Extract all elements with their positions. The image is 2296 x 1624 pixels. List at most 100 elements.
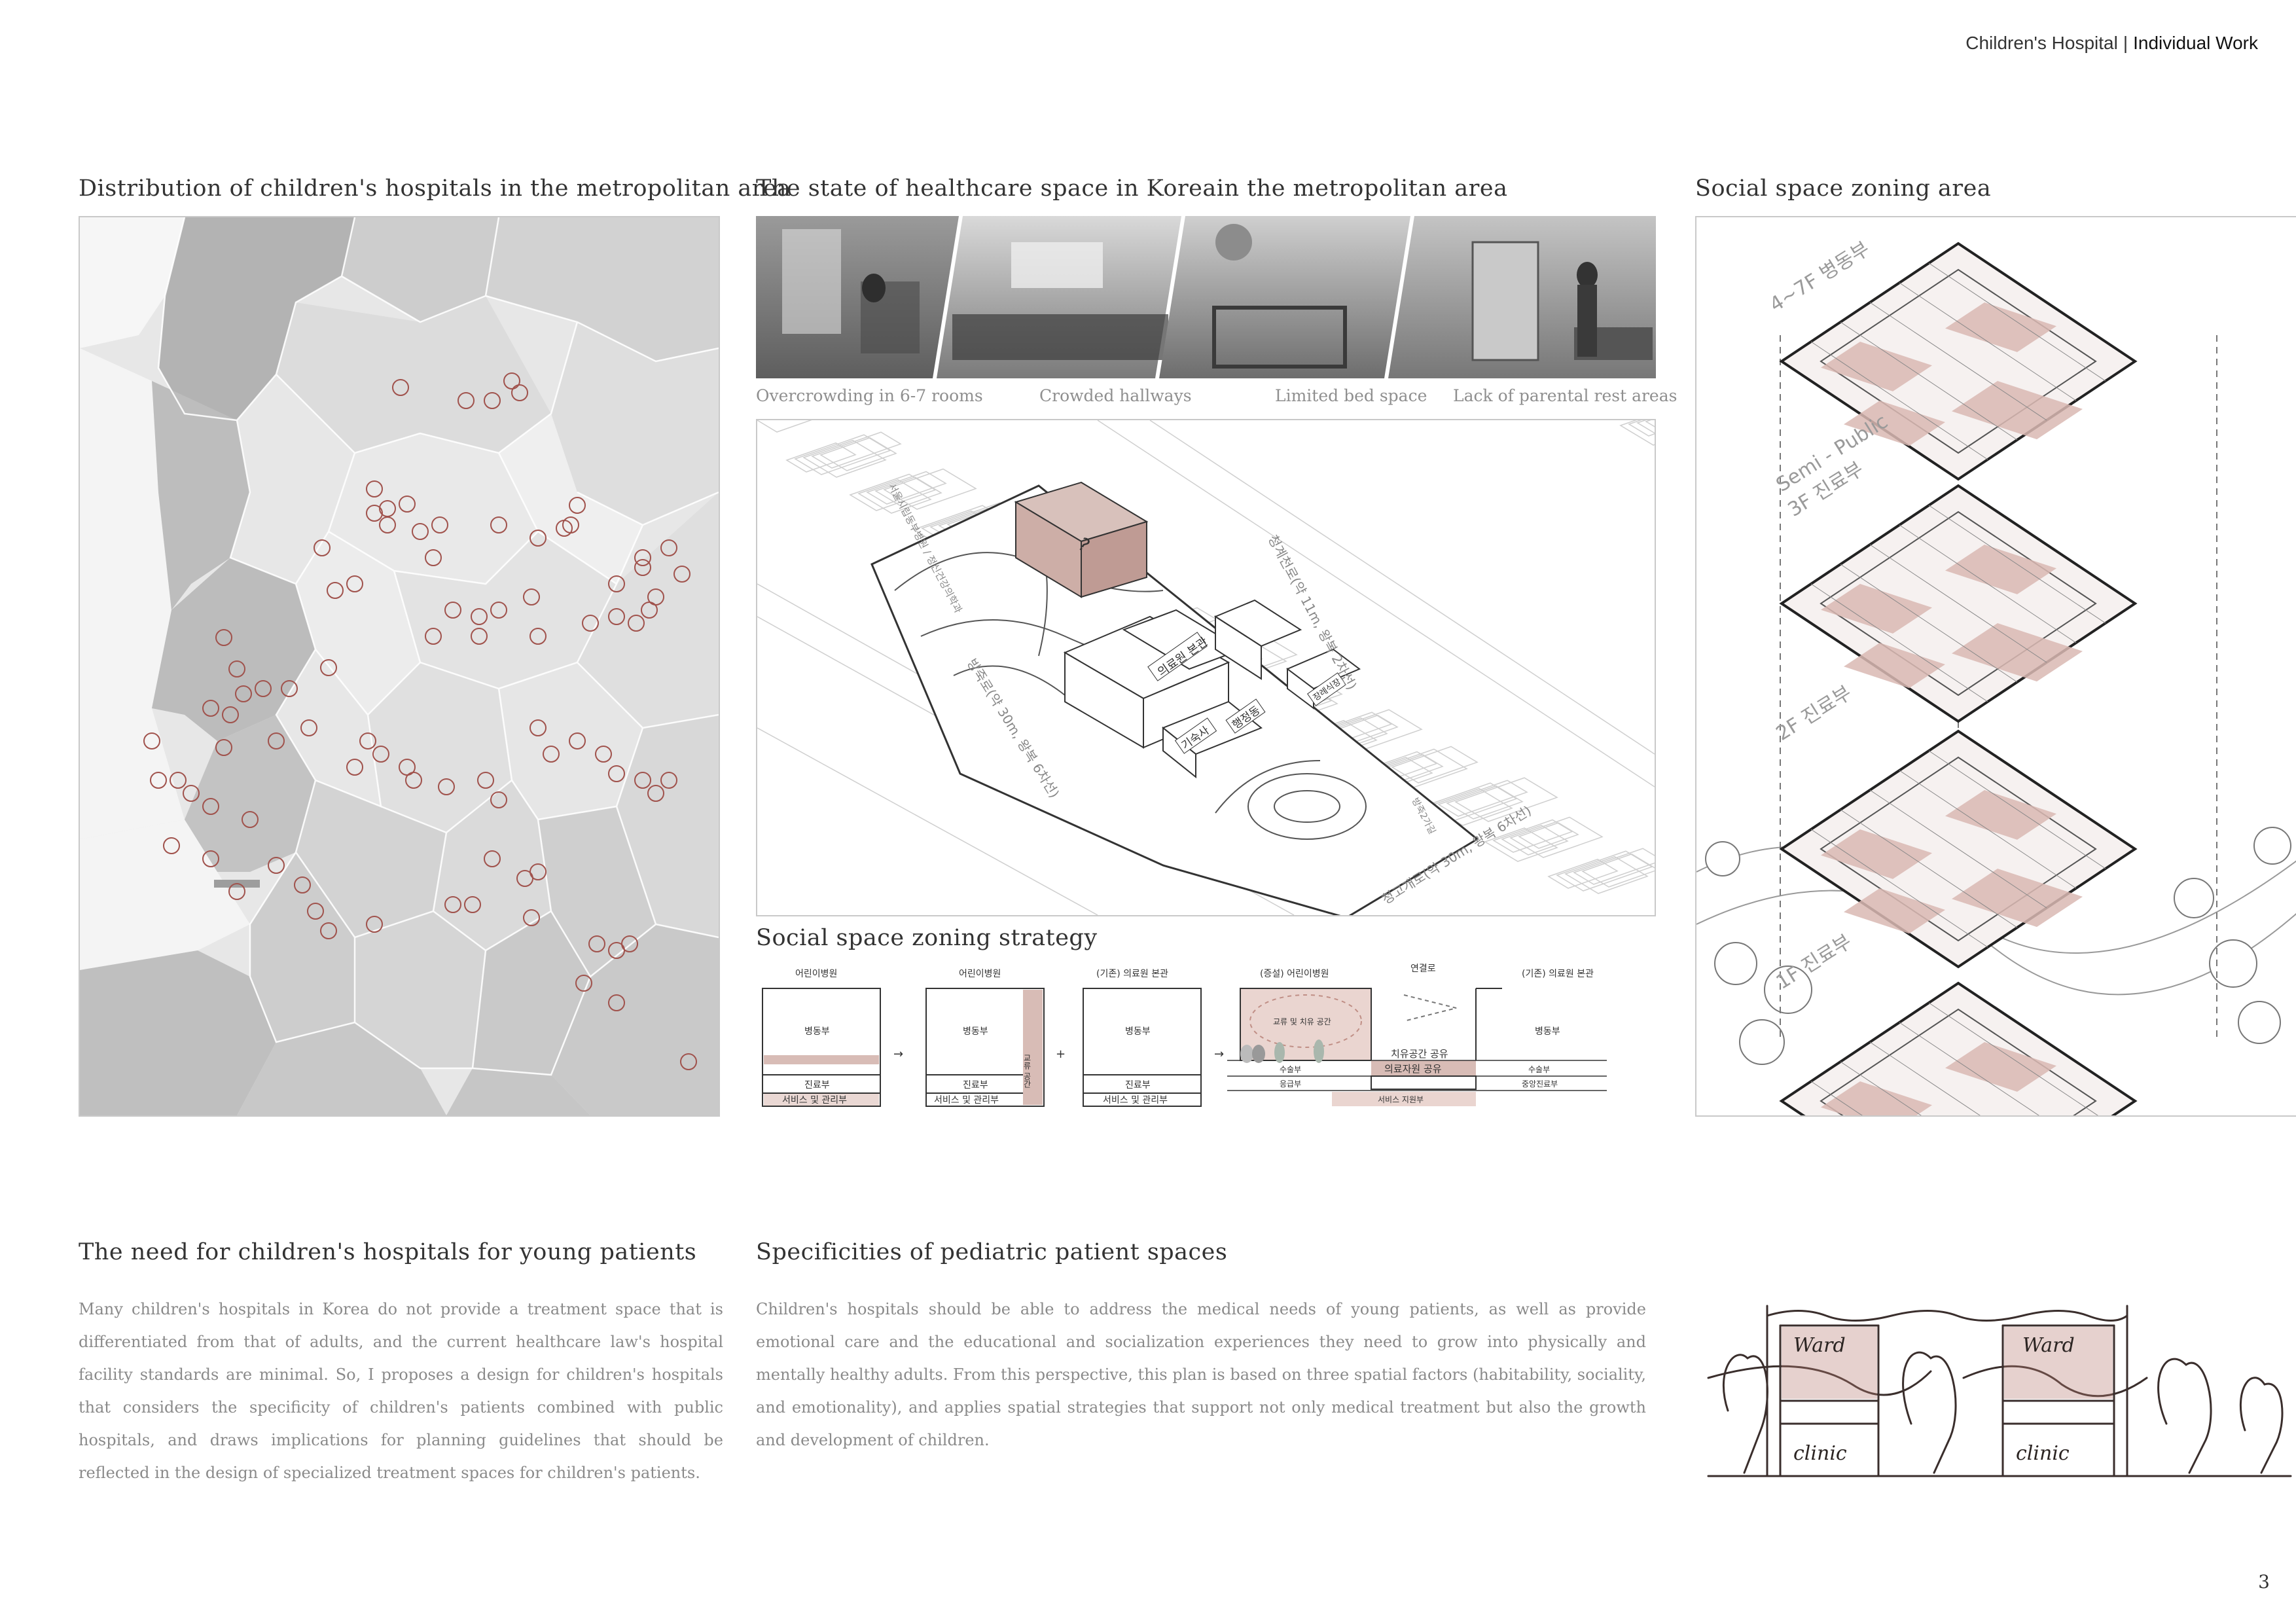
svg-text:연결로: 연결로 <box>1410 964 1436 974</box>
hospital-marker <box>444 896 461 913</box>
page-number: 3 <box>2258 1571 2270 1593</box>
context-building <box>1547 858 1619 889</box>
svg-text:Ward: Ward <box>1793 1334 1846 1357</box>
hospital-marker <box>628 615 645 632</box>
hospital-marker <box>379 516 396 533</box>
hospital-marker <box>641 602 658 619</box>
hospital-marker <box>490 516 507 533</box>
svg-text:어린이병원: 어린이병원 <box>795 969 837 979</box>
need-section-body: Many children's hospitals in Korea do no… <box>79 1300 723 1482</box>
hospital-marker <box>608 765 625 782</box>
zoning-area-svg: 4~7F 병동부 Semi - Public 3F 진료부 2F 진료부 1F … <box>1696 217 2296 1115</box>
floor-plate <box>1779 484 2138 723</box>
svg-text:서비스 지원부: 서비스 지원부 <box>1378 1095 1424 1104</box>
hospital-marker <box>660 539 677 556</box>
hospital-marker <box>314 539 331 556</box>
hospital-marker <box>215 629 232 646</box>
hospital-marker <box>202 798 219 815</box>
hospital-marker <box>183 785 200 802</box>
context-building <box>1573 848 1655 885</box>
hospital-marker <box>431 516 448 533</box>
caption-overcrowding: Overcrowding in 6-7 rooms <box>756 386 983 405</box>
photo-bed-space <box>1159 216 1410 378</box>
hospital-marker <box>634 559 651 576</box>
hospital-marker <box>405 772 422 789</box>
hospital-marker <box>228 660 245 677</box>
svg-text:서비스 및 관리부: 서비스 및 관리부 <box>782 1095 847 1106</box>
svg-text:치유공간 공유: 치유공간 공유 <box>1391 1048 1448 1060</box>
hospital-marker <box>647 785 664 802</box>
hospital-marker <box>588 935 605 952</box>
svg-text:진료부: 진료부 <box>1125 1080 1151 1091</box>
hospital-marker <box>529 719 547 736</box>
hospital-marker <box>359 732 376 749</box>
svg-text:수술부: 수술부 <box>1528 1065 1550 1074</box>
hospital-marker <box>346 759 363 776</box>
hospital-marker <box>503 372 520 389</box>
svg-text:진료부: 진료부 <box>963 1080 988 1091</box>
hospital-marker <box>529 530 547 547</box>
hospital-marker <box>457 392 475 409</box>
hospital-marker <box>673 566 691 583</box>
hospital-marker <box>511 384 528 401</box>
svg-text:→: → <box>893 1047 903 1061</box>
hospital-marker <box>569 497 586 514</box>
svg-text:(증설) 어린이병원: (증설) 어린이병원 <box>1260 969 1329 979</box>
context-building <box>1564 856 1649 894</box>
specificity-section-body: Children's hospitals should be able to a… <box>756 1300 1646 1449</box>
hospital-marker <box>484 392 501 409</box>
svg-text:(기존) 의료원 본관: (기존) 의료원 본관 <box>1522 969 1594 979</box>
hospital-marker <box>268 857 285 874</box>
svg-text:서비스 및 관리부: 서비스 및 관리부 <box>1103 1095 1168 1106</box>
context-building <box>883 468 977 510</box>
sketch-svg: Ward Ward clinic clinic <box>1707 1305 2292 1477</box>
section-sketch: Ward Ward clinic clinic <box>1695 1299 2296 1496</box>
hospital-marker <box>543 746 560 763</box>
context-building <box>1437 780 1528 817</box>
proposal-block: ? <box>1014 481 1149 598</box>
caption-parental-rest: Lack of parental rest areas <box>1453 386 1677 405</box>
caption-bed-space: Limited bed space <box>1275 386 1427 405</box>
hospital-marker <box>556 520 573 537</box>
floor-plate <box>1779 729 2138 969</box>
context-building <box>866 471 947 505</box>
svg-text:병동부: 병동부 <box>963 1026 988 1037</box>
hospital-marker <box>346 575 363 592</box>
caption-hallways: Crowded hallways <box>1039 386 1192 405</box>
svg-text:(기존) 의료원 본관: (기존) 의료원 본관 <box>1096 969 1168 979</box>
context-building <box>757 420 812 433</box>
hospital-marker <box>523 909 540 926</box>
hospital-marker <box>320 659 337 676</box>
zoning-strategy-diagram: 어린이병원 병동부 진료부 서비스 및 관리부 → 어린이병원 병동부 교류 공… <box>756 962 1656 1119</box>
floor-plate <box>1779 242 2138 481</box>
specificity-section-title: Specificities of pediatric patient space… <box>756 1239 1228 1265</box>
hospital-marker <box>634 772 651 789</box>
hospital-marker <box>569 732 586 749</box>
hospital-marker <box>255 680 272 697</box>
hospital-marker <box>366 480 383 497</box>
hospital-marker <box>484 850 501 867</box>
hospital-marker <box>372 746 389 763</box>
hospital-marker <box>425 549 442 566</box>
svg-text:수술부: 수술부 <box>1280 1065 1301 1074</box>
hospital-marker <box>608 575 625 592</box>
healthcare-section-title: The state of healthcare space in Koreain… <box>756 175 1508 202</box>
svg-text:clinic: clinic <box>1793 1442 1847 1465</box>
hospital-marker <box>477 772 494 789</box>
context-building <box>1454 777 1558 822</box>
svg-text:병동부: 병동부 <box>1535 1026 1560 1037</box>
hospital-marker <box>471 608 488 625</box>
svg-text:Ward: Ward <box>2022 1334 2075 1357</box>
svg-text:어린이병원: 어린이병원 <box>959 969 1001 979</box>
hospital-marker <box>444 602 461 619</box>
hospital-marker <box>399 496 416 513</box>
hospital-marker <box>268 732 285 749</box>
need-section-title: The need for children's hospitals for yo… <box>79 1239 697 1265</box>
svg-text:의료자원 공유: 의료자원 공유 <box>1384 1063 1442 1075</box>
photo-strip <box>756 216 1656 378</box>
hospital-marker <box>464 896 481 913</box>
svg-text:진료부: 진료부 <box>804 1080 830 1091</box>
hospital-marker <box>392 379 409 396</box>
context-building <box>802 439 887 478</box>
hospital-marker <box>307 903 324 920</box>
